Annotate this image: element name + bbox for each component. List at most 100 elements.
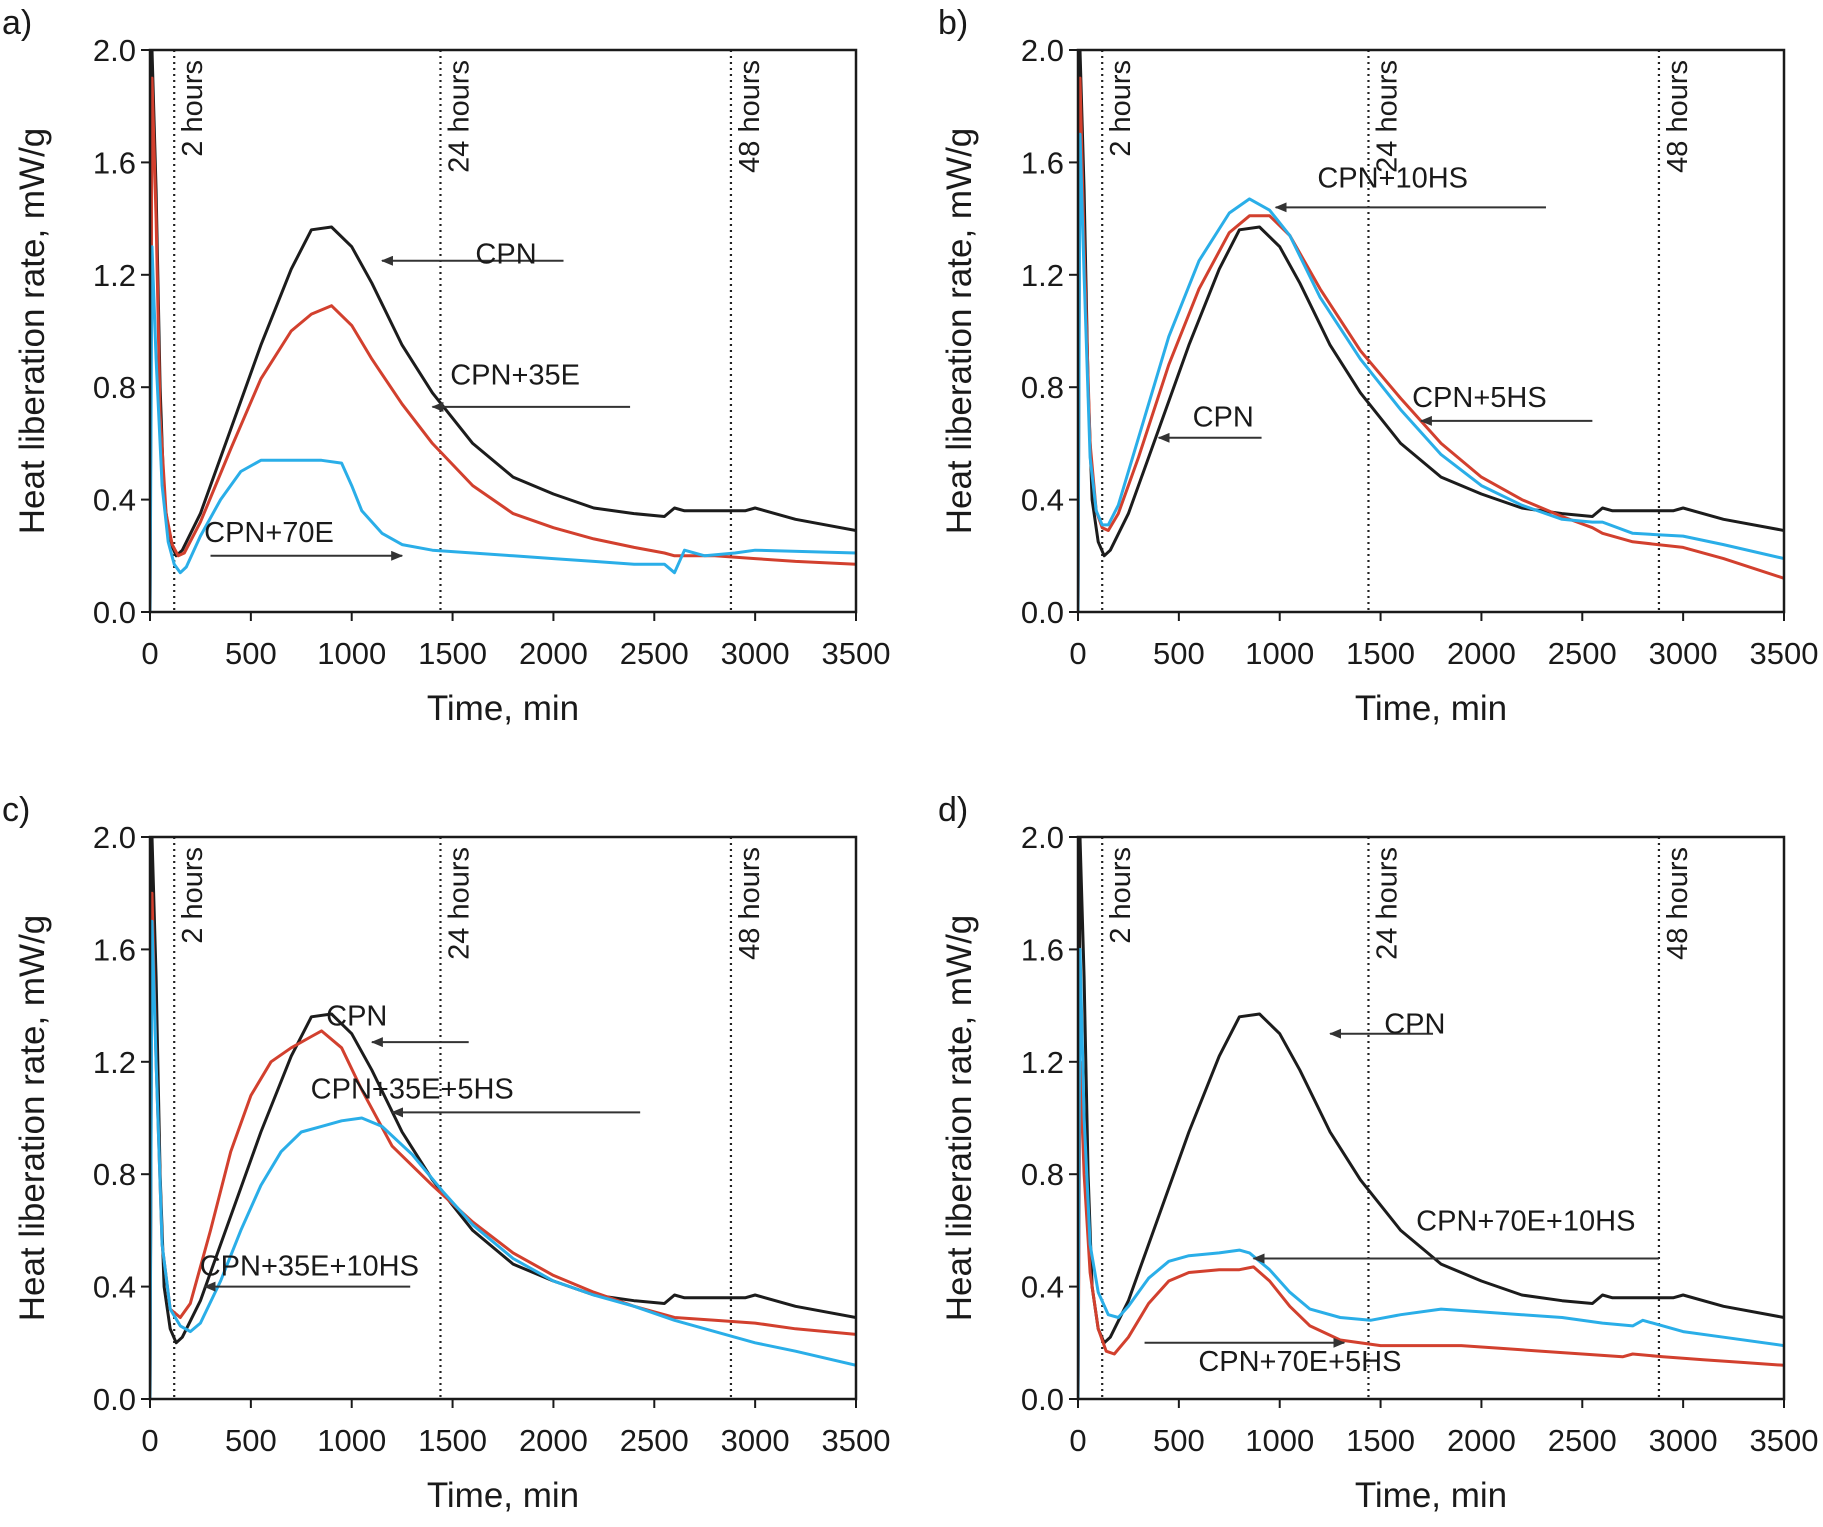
vline-label-0: 2 hours — [177, 60, 209, 157]
vline-label-2: 48 hours — [734, 60, 766, 173]
annotation-label-2: CPN+5HS — [1412, 382, 1547, 414]
panel-label: b) — [938, 4, 968, 42]
x-tick-label-5: 2500 — [1548, 636, 1617, 671]
y-tick-label-1: 0.4 — [1021, 483, 1064, 518]
x-tick-label-3: 1500 — [1346, 636, 1415, 671]
y-tick-label-5: 2.0 — [93, 33, 136, 68]
panel-b: b) 2 hours 24 hours 48 hours 0 500 1000 1500 200… — [938, 4, 1818, 728]
y-axis-label: Heat liberation rate, mW/g — [940, 128, 979, 535]
annotation-label-0: CPN — [1384, 1009, 1445, 1041]
panel-label: d) — [938, 791, 968, 829]
annotation-label-2: CPN+70E — [204, 517, 334, 549]
x-axis-label: Time, min — [427, 689, 579, 728]
series-line-0 — [150, 837, 856, 1399]
series-line-2 — [150, 919, 856, 1399]
y-tick-label-2: 0.8 — [93, 370, 136, 405]
y-tick-label-5: 2.0 — [1021, 820, 1064, 855]
annotation-label-0: CPN — [326, 1000, 387, 1032]
y-tick-label-5: 2.0 — [93, 820, 136, 855]
y-tick-label-2: 0.8 — [1021, 1157, 1064, 1192]
y-tick-label-4: 1.6 — [93, 932, 136, 967]
x-axis-label: Time, min — [427, 1476, 579, 1515]
annotation-label-1: CPN+35E — [450, 359, 580, 391]
y-tick-label-1: 0.4 — [93, 1270, 136, 1305]
x-tick-label-4: 2000 — [1447, 636, 1516, 671]
x-tick-label-6: 3000 — [721, 1423, 790, 1458]
series-line-0 — [1078, 50, 1784, 612]
annotation-label-2: CPN+35E+10HS — [200, 1250, 419, 1282]
y-tick-label-1: 0.4 — [1021, 1270, 1064, 1305]
y-tick-label-4: 1.6 — [1021, 145, 1064, 180]
vline-label-1: 24 hours — [1371, 60, 1403, 173]
plot-frame — [148, 48, 858, 614]
panel-a: a) 2 hours 24 hours 48 hours 0 500 1000 1500 200… — [2, 4, 890, 728]
x-tick-label-3: 1500 — [1346, 1423, 1415, 1458]
plot-frame — [148, 835, 858, 1401]
x-tick-label-6: 3000 — [721, 636, 790, 671]
y-tick-label-3: 1.2 — [93, 258, 136, 293]
y-tick-label-2: 0.8 — [93, 1157, 136, 1192]
y-tick-label-1: 0.4 — [93, 483, 136, 518]
y-tick-label-0: 0.0 — [1021, 1382, 1064, 1417]
x-tick-label-5: 2500 — [1548, 1423, 1617, 1458]
x-tick-label-7: 3500 — [1750, 636, 1819, 671]
plot-frame — [1076, 48, 1786, 614]
annotation-label-0: CPN — [475, 239, 536, 271]
x-tick-label-0: 0 — [1069, 1423, 1086, 1458]
x-tick-label-1: 500 — [1153, 636, 1205, 671]
y-axis-label: Heat liberation rate, mW/g — [13, 915, 52, 1322]
annotation-label-1: CPN+35E+5HS — [311, 1073, 514, 1105]
y-tick-label-5: 2.0 — [1021, 33, 1064, 68]
x-tick-label-0: 0 — [141, 1423, 158, 1458]
panel-d: d) 2 hours 24 hours 48 hours 0 500 1000 1500 200… — [938, 791, 1818, 1515]
x-tick-label-6: 3000 — [1649, 636, 1718, 671]
series-line-1 — [150, 76, 856, 612]
y-tick-label-4: 1.6 — [93, 145, 136, 180]
plot-frame — [1076, 835, 1786, 1401]
annotation-label-2: CPN+70E+5HS — [1198, 1346, 1401, 1378]
x-tick-label-1: 500 — [225, 1423, 277, 1458]
series-line-2 — [1078, 132, 1784, 612]
y-tick-label-4: 1.6 — [1021, 932, 1064, 967]
x-tick-label-4: 2000 — [519, 1423, 588, 1458]
x-tick-label-5: 2500 — [620, 1423, 689, 1458]
x-tick-label-4: 2000 — [519, 636, 588, 671]
vline-label-0: 2 hours — [1105, 847, 1137, 944]
y-tick-label-0: 0.0 — [93, 1382, 136, 1417]
series-line-2 — [150, 245, 856, 612]
vline-label-2: 48 hours — [734, 847, 766, 960]
x-axis-label: Time, min — [1355, 1476, 1507, 1515]
x-tick-label-2: 1000 — [1245, 1423, 1314, 1458]
y-tick-label-3: 1.2 — [93, 1045, 136, 1080]
panel-label: a) — [2, 4, 32, 42]
panel-c: c) 2 hours 24 hours 48 hours 0 500 1000 1500 200… — [2, 791, 890, 1515]
y-axis-label: Heat liberation rate, mW/g — [940, 915, 979, 1322]
vline-label-2: 48 hours — [1662, 847, 1694, 960]
x-tick-label-4: 2000 — [1447, 1423, 1516, 1458]
y-tick-label-0: 0.0 — [93, 595, 136, 630]
annotation-label-1: CPN+70E+10HS — [1416, 1205, 1635, 1237]
annotation-label-0: CPN+10HS — [1317, 163, 1468, 195]
vline-label-1: 24 hours — [1371, 847, 1403, 960]
x-tick-label-7: 3500 — [822, 636, 891, 671]
x-tick-label-2: 1000 — [317, 1423, 386, 1458]
x-tick-label-2: 1000 — [1245, 636, 1314, 671]
series-line-2 — [1078, 947, 1784, 1399]
x-tick-label-3: 1500 — [418, 636, 487, 671]
x-tick-label-7: 3500 — [1750, 1423, 1819, 1458]
x-tick-label-3: 1500 — [418, 1423, 487, 1458]
x-tick-label-1: 500 — [1153, 1423, 1205, 1458]
vline-label-1: 24 hours — [443, 60, 475, 173]
x-tick-label-6: 3000 — [1649, 1423, 1718, 1458]
vline-label-0: 2 hours — [1105, 60, 1137, 157]
vline-label-2: 48 hours — [1662, 60, 1694, 173]
vline-label-1: 24 hours — [443, 847, 475, 960]
y-tick-label-0: 0.0 — [1021, 595, 1064, 630]
y-tick-label-3: 1.2 — [1021, 258, 1064, 293]
vline-label-0: 2 hours — [177, 847, 209, 944]
x-axis-label: Time, min — [1355, 689, 1507, 728]
x-tick-label-7: 3500 — [822, 1423, 891, 1458]
y-tick-label-3: 1.2 — [1021, 1045, 1064, 1080]
panel-label: c) — [2, 791, 30, 829]
